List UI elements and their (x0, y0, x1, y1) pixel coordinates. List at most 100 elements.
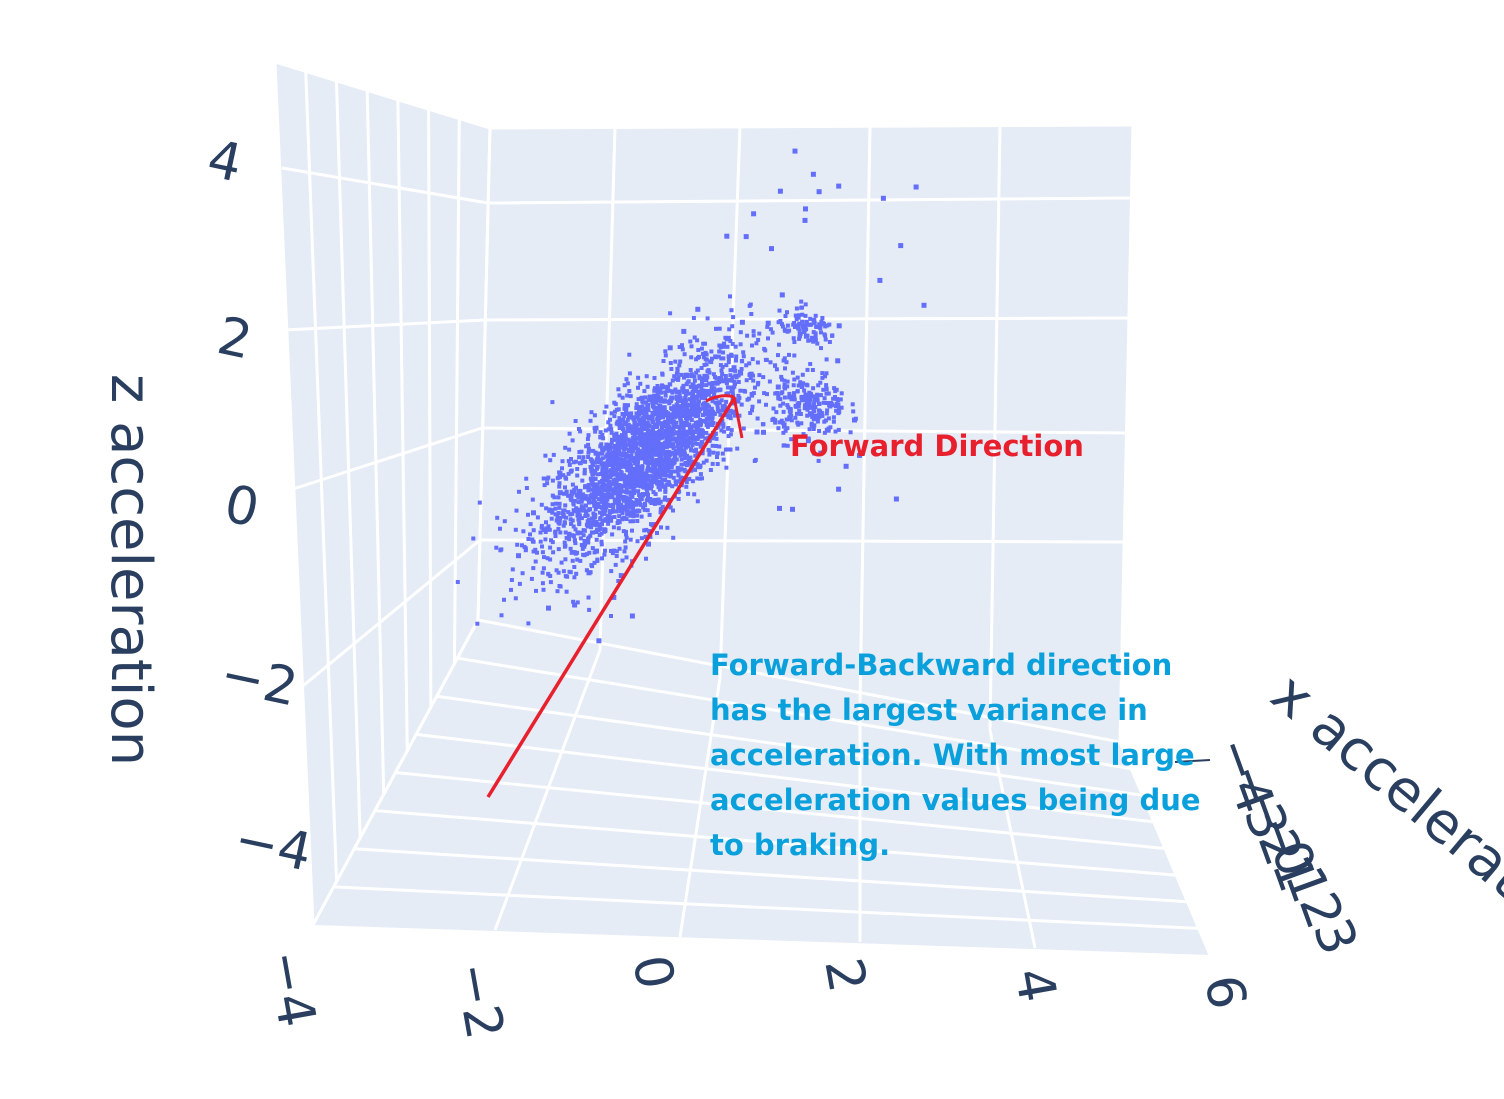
data-point (636, 436, 641, 441)
data-point (751, 333, 756, 338)
data-point (683, 429, 688, 434)
data-point (736, 399, 741, 404)
data-point (653, 501, 658, 505)
data-point (825, 427, 831, 433)
data-point (804, 322, 809, 327)
data-point (717, 444, 722, 449)
data-point (603, 517, 608, 522)
data-point (652, 452, 657, 457)
data-point (655, 385, 660, 390)
data-point (795, 375, 800, 380)
data-point (608, 515, 613, 520)
data-point (526, 537, 531, 541)
data-point (510, 567, 515, 572)
data-point (753, 457, 758, 462)
z-tick-label: −4 (229, 809, 316, 884)
data-point (609, 471, 614, 476)
data-point (630, 494, 635, 499)
data-point (665, 453, 669, 458)
data-point (671, 475, 676, 480)
data-point (851, 409, 856, 414)
data-point (595, 482, 600, 487)
data-point (586, 497, 590, 502)
data-point (638, 381, 643, 386)
data-point (691, 432, 696, 437)
data-point (606, 452, 611, 457)
data-point (607, 442, 612, 447)
data-point (595, 557, 600, 562)
data-point (704, 430, 709, 435)
data-point (741, 426, 746, 431)
data-point (775, 384, 781, 390)
data-point (807, 427, 812, 432)
data-point (625, 428, 630, 433)
data-point (669, 469, 674, 474)
data-point (625, 512, 630, 517)
data-point (713, 375, 717, 380)
data-point (823, 418, 828, 423)
data-point (725, 447, 730, 452)
data-point (626, 442, 631, 447)
data-point (814, 324, 819, 329)
data-point (604, 500, 609, 504)
data-point (567, 569, 572, 574)
data-point (625, 381, 630, 386)
data-point (728, 294, 732, 299)
data-point (747, 361, 752, 366)
data-point (636, 498, 641, 503)
data-point (651, 477, 656, 482)
data-point (806, 393, 811, 398)
data-point (624, 535, 629, 540)
data-point (564, 489, 569, 494)
data-point (520, 543, 524, 548)
data-point (662, 497, 667, 502)
data-point (628, 537, 633, 542)
data-point (644, 410, 649, 415)
data-point (601, 483, 606, 488)
data-point (692, 400, 697, 405)
data-point (788, 411, 793, 416)
data-point (661, 412, 666, 417)
data-point (680, 343, 684, 348)
data-point (583, 503, 588, 508)
data-point (557, 501, 562, 506)
data-point (664, 465, 668, 470)
data-point (636, 397, 641, 402)
data-point (663, 473, 668, 477)
data-point (811, 427, 816, 431)
data-point (710, 384, 714, 389)
data-point (706, 421, 711, 426)
data-point (691, 435, 696, 440)
data-point (555, 514, 560, 519)
data-point (557, 490, 563, 496)
data-point (719, 398, 724, 403)
data-point (637, 407, 641, 412)
data-point (705, 411, 710, 416)
data-point (538, 530, 543, 535)
data-point (535, 515, 540, 520)
data-point (824, 401, 829, 405)
data-point (495, 515, 500, 520)
data-point (602, 469, 607, 473)
data-point (683, 396, 688, 401)
data-point (654, 478, 659, 483)
data-point (595, 491, 600, 495)
data-point (635, 461, 640, 466)
data-point (839, 391, 844, 396)
data-point (726, 426, 731, 431)
y-tick-label: −2 (442, 958, 514, 1044)
data-point (672, 404, 677, 409)
data-point (736, 380, 741, 384)
data-point (684, 433, 689, 438)
data-point (694, 357, 699, 362)
data-point (623, 436, 628, 440)
data-point (717, 349, 722, 354)
data-point (570, 558, 575, 563)
data-point (710, 399, 715, 404)
data-point (715, 381, 720, 386)
data-point (517, 581, 522, 586)
data-point (628, 473, 633, 478)
data-point (569, 457, 573, 461)
data-point (745, 333, 750, 338)
data-point (662, 431, 667, 436)
